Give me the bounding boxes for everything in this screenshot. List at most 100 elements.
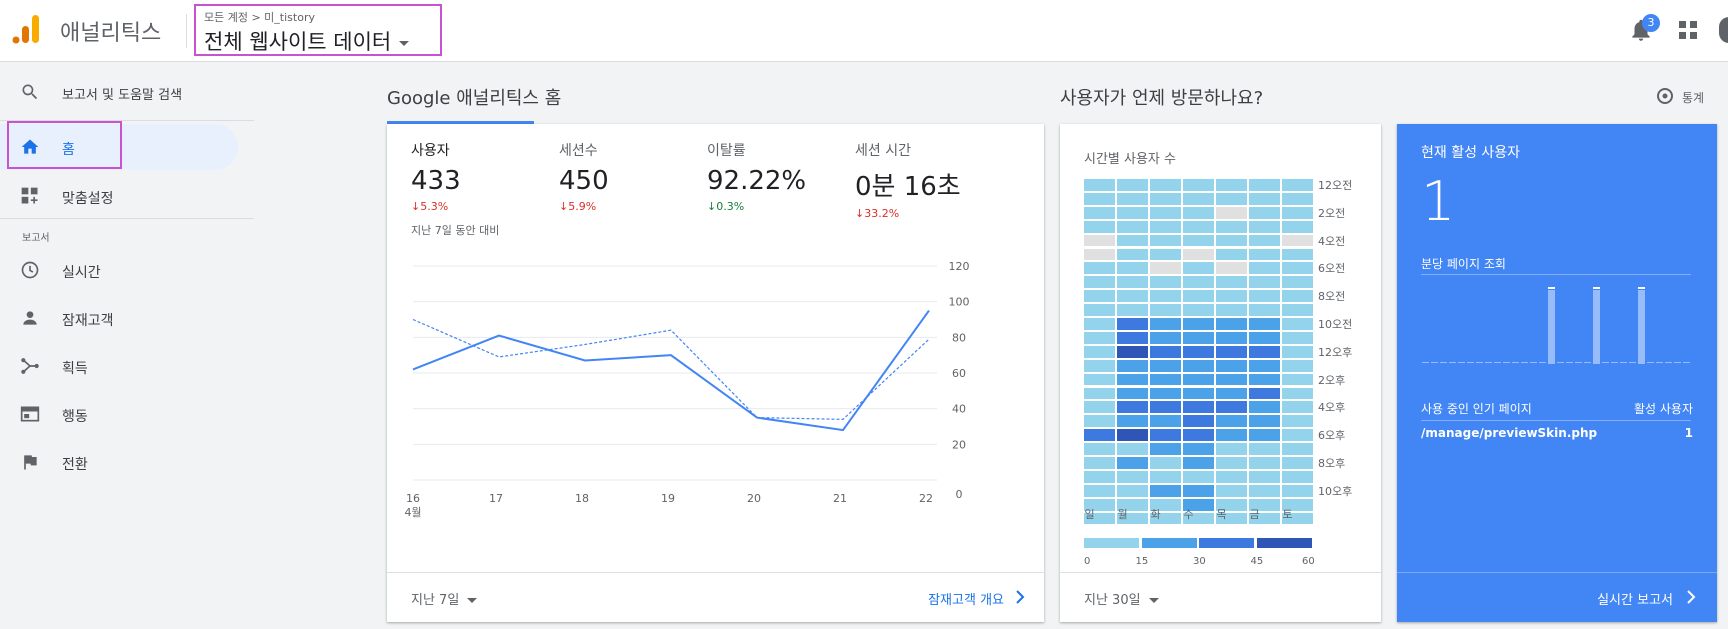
heatmap-cell[interactable] [1150, 262, 1181, 275]
heatmap-cell[interactable] [1084, 276, 1115, 289]
heatmap-cell[interactable] [1216, 192, 1247, 205]
heatmap-cell[interactable] [1282, 262, 1313, 275]
heatmap-cell[interactable] [1084, 345, 1115, 358]
heatmap-cell[interactable] [1183, 484, 1214, 497]
heatmap-cell[interactable] [1117, 401, 1148, 414]
heatmap-cell[interactable] [1183, 457, 1214, 469]
heatmap-cell[interactable] [1150, 401, 1181, 414]
account-avatar[interactable] [1719, 17, 1728, 43]
heatmap-cell[interactable] [1183, 373, 1214, 386]
heatmap-cell[interactable] [1117, 415, 1148, 428]
heatmap-cell[interactable] [1183, 192, 1214, 205]
heatmap-cell[interactable] [1183, 387, 1214, 400]
heatmap-cell[interactable] [1084, 304, 1115, 316]
heatmap-cell[interactable] [1117, 373, 1148, 386]
heatmap-cell[interactable] [1282, 318, 1313, 330]
heatmap-cell[interactable] [1084, 457, 1115, 469]
heatmap-cell[interactable] [1117, 359, 1148, 372]
heatmap-cell[interactable] [1084, 401, 1115, 414]
heatmap-cell[interactable] [1150, 429, 1181, 442]
heatmap-cell[interactable] [1117, 484, 1148, 497]
heatmap-cell[interactable] [1249, 318, 1280, 330]
heatmap-cell[interactable] [1117, 318, 1148, 330]
heatmap-cell[interactable] [1150, 192, 1181, 205]
heatmap-cell[interactable] [1216, 220, 1247, 233]
heatmap-cell[interactable] [1183, 345, 1214, 358]
heatmap-cell[interactable] [1117, 457, 1148, 469]
heatmap-cell[interactable] [1249, 470, 1280, 483]
heatmap-cell[interactable] [1084, 331, 1115, 344]
heatmap-cell[interactable] [1249, 443, 1280, 455]
heatmap-cell[interactable] [1183, 220, 1214, 233]
apps-grid-icon[interactable] [1678, 20, 1698, 40]
heatmap-cell[interactable] [1282, 470, 1313, 483]
heatmap-cell[interactable] [1249, 512, 1280, 525]
audience-overview-link[interactable]: 잠재고객 개요 [928, 593, 1004, 608]
report-search[interactable]: 보고서 및 도움말 검색 [0, 70, 254, 112]
heatmap-cell[interactable] [1249, 387, 1280, 400]
heatmap-cell[interactable] [1249, 276, 1280, 289]
heatmap-cell[interactable] [1282, 331, 1313, 344]
heatmap-cell[interactable] [1084, 192, 1115, 205]
heatmap-cell[interactable] [1282, 387, 1313, 400]
heatmap-cell[interactable] [1282, 401, 1313, 414]
heatmap-cell[interactable] [1183, 359, 1214, 372]
heatmap-cell[interactable] [1117, 234, 1148, 247]
sidebar-item-audience[interactable]: 잠재고객 [0, 298, 254, 338]
heatmap-cell[interactable] [1117, 304, 1148, 316]
heatmap-cell[interactable] [1084, 248, 1115, 261]
heatmap-cell[interactable] [1249, 345, 1280, 358]
heatmap-cell[interactable] [1084, 470, 1115, 483]
heatmap-cell[interactable] [1150, 359, 1181, 372]
heatmap-cell[interactable] [1282, 512, 1313, 525]
date-range-selector[interactable]: 지난 30일 [1084, 589, 1159, 608]
heatmap-cell[interactable] [1282, 220, 1313, 233]
heatmap-cell[interactable] [1216, 387, 1247, 400]
heatmap-cell[interactable] [1216, 401, 1247, 414]
heatmap-cell[interactable] [1117, 498, 1148, 511]
heatmap-cell[interactable] [1117, 179, 1148, 191]
heatmap-cell[interactable] [1117, 248, 1148, 261]
heatmap-cell[interactable] [1150, 318, 1181, 330]
heatmap-cell[interactable] [1084, 206, 1115, 219]
chevron-right-icon[interactable] [1685, 589, 1697, 605]
heatmap-cell[interactable] [1249, 401, 1280, 414]
heatmap-cell[interactable] [1249, 457, 1280, 469]
heatmap-cell[interactable] [1282, 415, 1313, 428]
heatmap-cell[interactable] [1216, 470, 1247, 483]
heatmap-cell[interactable] [1249, 373, 1280, 386]
heatmap-cell[interactable] [1282, 443, 1313, 455]
heatmap-cell[interactable] [1084, 234, 1115, 247]
heatmap-cell[interactable] [1183, 470, 1214, 483]
heatmap-cell[interactable] [1282, 345, 1313, 358]
heatmap-cell[interactable] [1216, 359, 1247, 372]
heatmap-cell[interactable] [1249, 498, 1280, 511]
heatmap-cell[interactable] [1084, 443, 1115, 455]
heatmap-cell[interactable] [1150, 443, 1181, 455]
heatmap-cell[interactable] [1150, 345, 1181, 358]
heatmap-cell[interactable] [1216, 206, 1247, 219]
heatmap-cell[interactable] [1183, 415, 1214, 428]
metric-users[interactable]: 사용자 433 ↓5.3% [411, 140, 556, 213]
heatmap-cell[interactable] [1150, 248, 1181, 261]
heatmap-cell[interactable] [1117, 387, 1148, 400]
heatmap-cell[interactable] [1282, 373, 1313, 386]
heatmap-cell[interactable] [1282, 484, 1313, 497]
metric-session-duration[interactable]: 세션 시간 0분 16초 ↓33.2% [855, 140, 1000, 220]
heatmap-cell[interactable] [1183, 318, 1214, 330]
heatmap-cell[interactable] [1117, 331, 1148, 344]
heatmap-cell[interactable] [1282, 498, 1313, 511]
sidebar-item-acquisition[interactable]: 획득 [0, 346, 254, 386]
heatmap-cell[interactable] [1216, 457, 1247, 469]
heatmap-cell[interactable] [1282, 192, 1313, 205]
sidebar-item-conversions[interactable]: 전환 [0, 442, 254, 482]
top-page-path[interactable]: /manage/previewSkin.php [1421, 426, 1598, 440]
heatmap-cell[interactable] [1216, 290, 1247, 303]
heatmap-cell[interactable] [1150, 457, 1181, 469]
heatmap-cell[interactable] [1084, 498, 1115, 511]
heatmap-cell[interactable] [1249, 304, 1280, 316]
heatmap-cell[interactable] [1282, 248, 1313, 261]
chevron-right-icon[interactable] [1014, 589, 1026, 605]
heatmap-cell[interactable] [1282, 359, 1313, 372]
heatmap-cell[interactable] [1216, 318, 1247, 330]
